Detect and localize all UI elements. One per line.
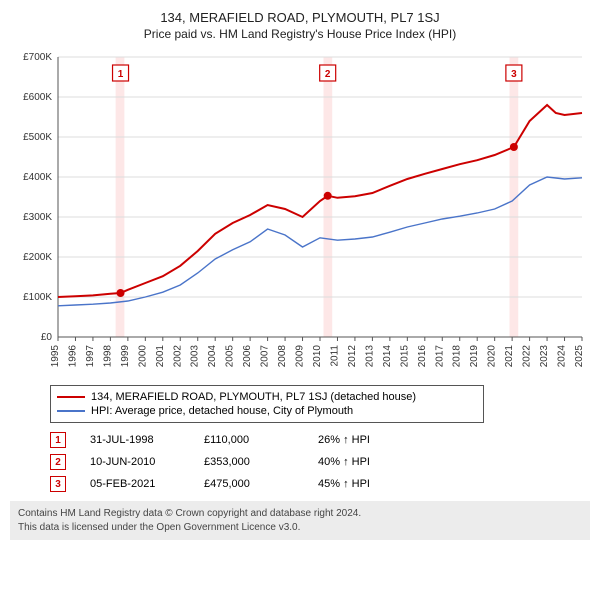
attribution-line: This data is licensed under the Open Gov… bbox=[18, 521, 582, 535]
legend-item: HPI: Average price, detached house, City… bbox=[57, 404, 477, 418]
svg-text:2017: 2017 bbox=[434, 345, 445, 368]
event-delta: 26% ↑ HPI bbox=[318, 434, 408, 446]
event-date: 05-FEB-2021 bbox=[90, 478, 180, 490]
legend-label: HPI: Average price, detached house, City… bbox=[91, 405, 353, 417]
svg-text:2006: 2006 bbox=[242, 345, 253, 368]
svg-text:£600K: £600K bbox=[23, 92, 52, 103]
svg-text:£700K: £700K bbox=[23, 52, 52, 63]
event-price: £475,000 bbox=[204, 478, 294, 490]
event-row: 3 05-FEB-2021 £475,000 45% ↑ HPI bbox=[50, 473, 590, 495]
event-price: £110,000 bbox=[204, 434, 294, 446]
svg-text:2020: 2020 bbox=[487, 345, 498, 368]
svg-text:2003: 2003 bbox=[190, 345, 201, 368]
svg-text:£0: £0 bbox=[41, 332, 53, 343]
event-date: 10-JUN-2010 bbox=[90, 456, 180, 468]
svg-text:2005: 2005 bbox=[225, 345, 236, 368]
svg-text:2008: 2008 bbox=[277, 345, 288, 368]
svg-text:£200K: £200K bbox=[23, 252, 52, 263]
svg-text:1997: 1997 bbox=[85, 345, 96, 368]
svg-text:2014: 2014 bbox=[382, 345, 393, 368]
svg-text:2016: 2016 bbox=[417, 345, 428, 368]
svg-text:2022: 2022 bbox=[522, 345, 533, 368]
event-delta: 40% ↑ HPI bbox=[318, 456, 408, 468]
svg-text:£100K: £100K bbox=[23, 292, 52, 303]
event-date: 31-JUL-1998 bbox=[90, 434, 180, 446]
svg-text:2024: 2024 bbox=[557, 345, 568, 368]
svg-text:2004: 2004 bbox=[207, 345, 218, 368]
svg-text:2007: 2007 bbox=[260, 345, 271, 368]
event-table: 1 31-JUL-1998 £110,000 26% ↑ HPI 2 10-JU… bbox=[50, 429, 590, 495]
chart-title: 134, MERAFIELD ROAD, PLYMOUTH, PL7 1SJ bbox=[10, 10, 590, 25]
svg-text:1996: 1996 bbox=[67, 345, 78, 368]
svg-text:2012: 2012 bbox=[347, 345, 358, 368]
chart-area: £0 £100K £200K £300K £400K £500K £600K £700K 199… bbox=[10, 47, 590, 377]
svg-text:£500K: £500K bbox=[23, 132, 52, 143]
svg-text:1999: 1999 bbox=[120, 345, 131, 368]
svg-text:2015: 2015 bbox=[399, 345, 410, 368]
svg-text:2021: 2021 bbox=[504, 345, 515, 368]
event-delta: 45% ↑ HPI bbox=[318, 478, 408, 490]
event-row: 2 10-JUN-2010 £353,000 40% ↑ HPI bbox=[50, 451, 590, 473]
legend-swatch bbox=[57, 410, 85, 412]
event-marker-box: 2 bbox=[50, 454, 66, 470]
svg-text:2023: 2023 bbox=[539, 345, 550, 368]
legend-label: 134, MERAFIELD ROAD, PLYMOUTH, PL7 1SJ (… bbox=[91, 391, 416, 403]
legend: 134, MERAFIELD ROAD, PLYMOUTH, PL7 1SJ (… bbox=[50, 385, 484, 423]
svg-text:3: 3 bbox=[511, 69, 517, 80]
svg-text:2001: 2001 bbox=[155, 345, 166, 368]
svg-text:2019: 2019 bbox=[469, 345, 480, 368]
svg-text:2000: 2000 bbox=[137, 345, 148, 368]
legend-swatch bbox=[57, 396, 85, 398]
svg-text:1: 1 bbox=[118, 69, 124, 80]
svg-text:1998: 1998 bbox=[102, 345, 113, 368]
svg-text:£300K: £300K bbox=[23, 212, 52, 223]
svg-text:2002: 2002 bbox=[172, 345, 183, 368]
svg-text:2011: 2011 bbox=[329, 345, 340, 367]
svg-text:1995: 1995 bbox=[50, 345, 61, 368]
event-price: £353,000 bbox=[204, 456, 294, 468]
attribution-line: Contains HM Land Registry data © Crown c… bbox=[18, 507, 582, 521]
legend-item: 134, MERAFIELD ROAD, PLYMOUTH, PL7 1SJ (… bbox=[57, 390, 477, 404]
svg-text:2009: 2009 bbox=[295, 345, 306, 368]
attribution: Contains HM Land Registry data © Crown c… bbox=[10, 501, 590, 540]
chart-subtitle: Price paid vs. HM Land Registry's House … bbox=[10, 27, 590, 41]
event-marker-box: 3 bbox=[50, 476, 66, 492]
event-marker-box: 1 bbox=[50, 432, 66, 448]
svg-text:2: 2 bbox=[325, 69, 331, 80]
svg-text:2010: 2010 bbox=[312, 345, 323, 368]
svg-text:£400K: £400K bbox=[23, 172, 52, 183]
event-row: 1 31-JUL-1998 £110,000 26% ↑ HPI bbox=[50, 429, 590, 451]
svg-text:2025: 2025 bbox=[574, 345, 585, 368]
svg-text:2013: 2013 bbox=[364, 345, 375, 368]
svg-text:2018: 2018 bbox=[452, 345, 463, 368]
line-chart-svg: £0 £100K £200K £300K £400K £500K £600K £700K 199… bbox=[10, 47, 590, 377]
